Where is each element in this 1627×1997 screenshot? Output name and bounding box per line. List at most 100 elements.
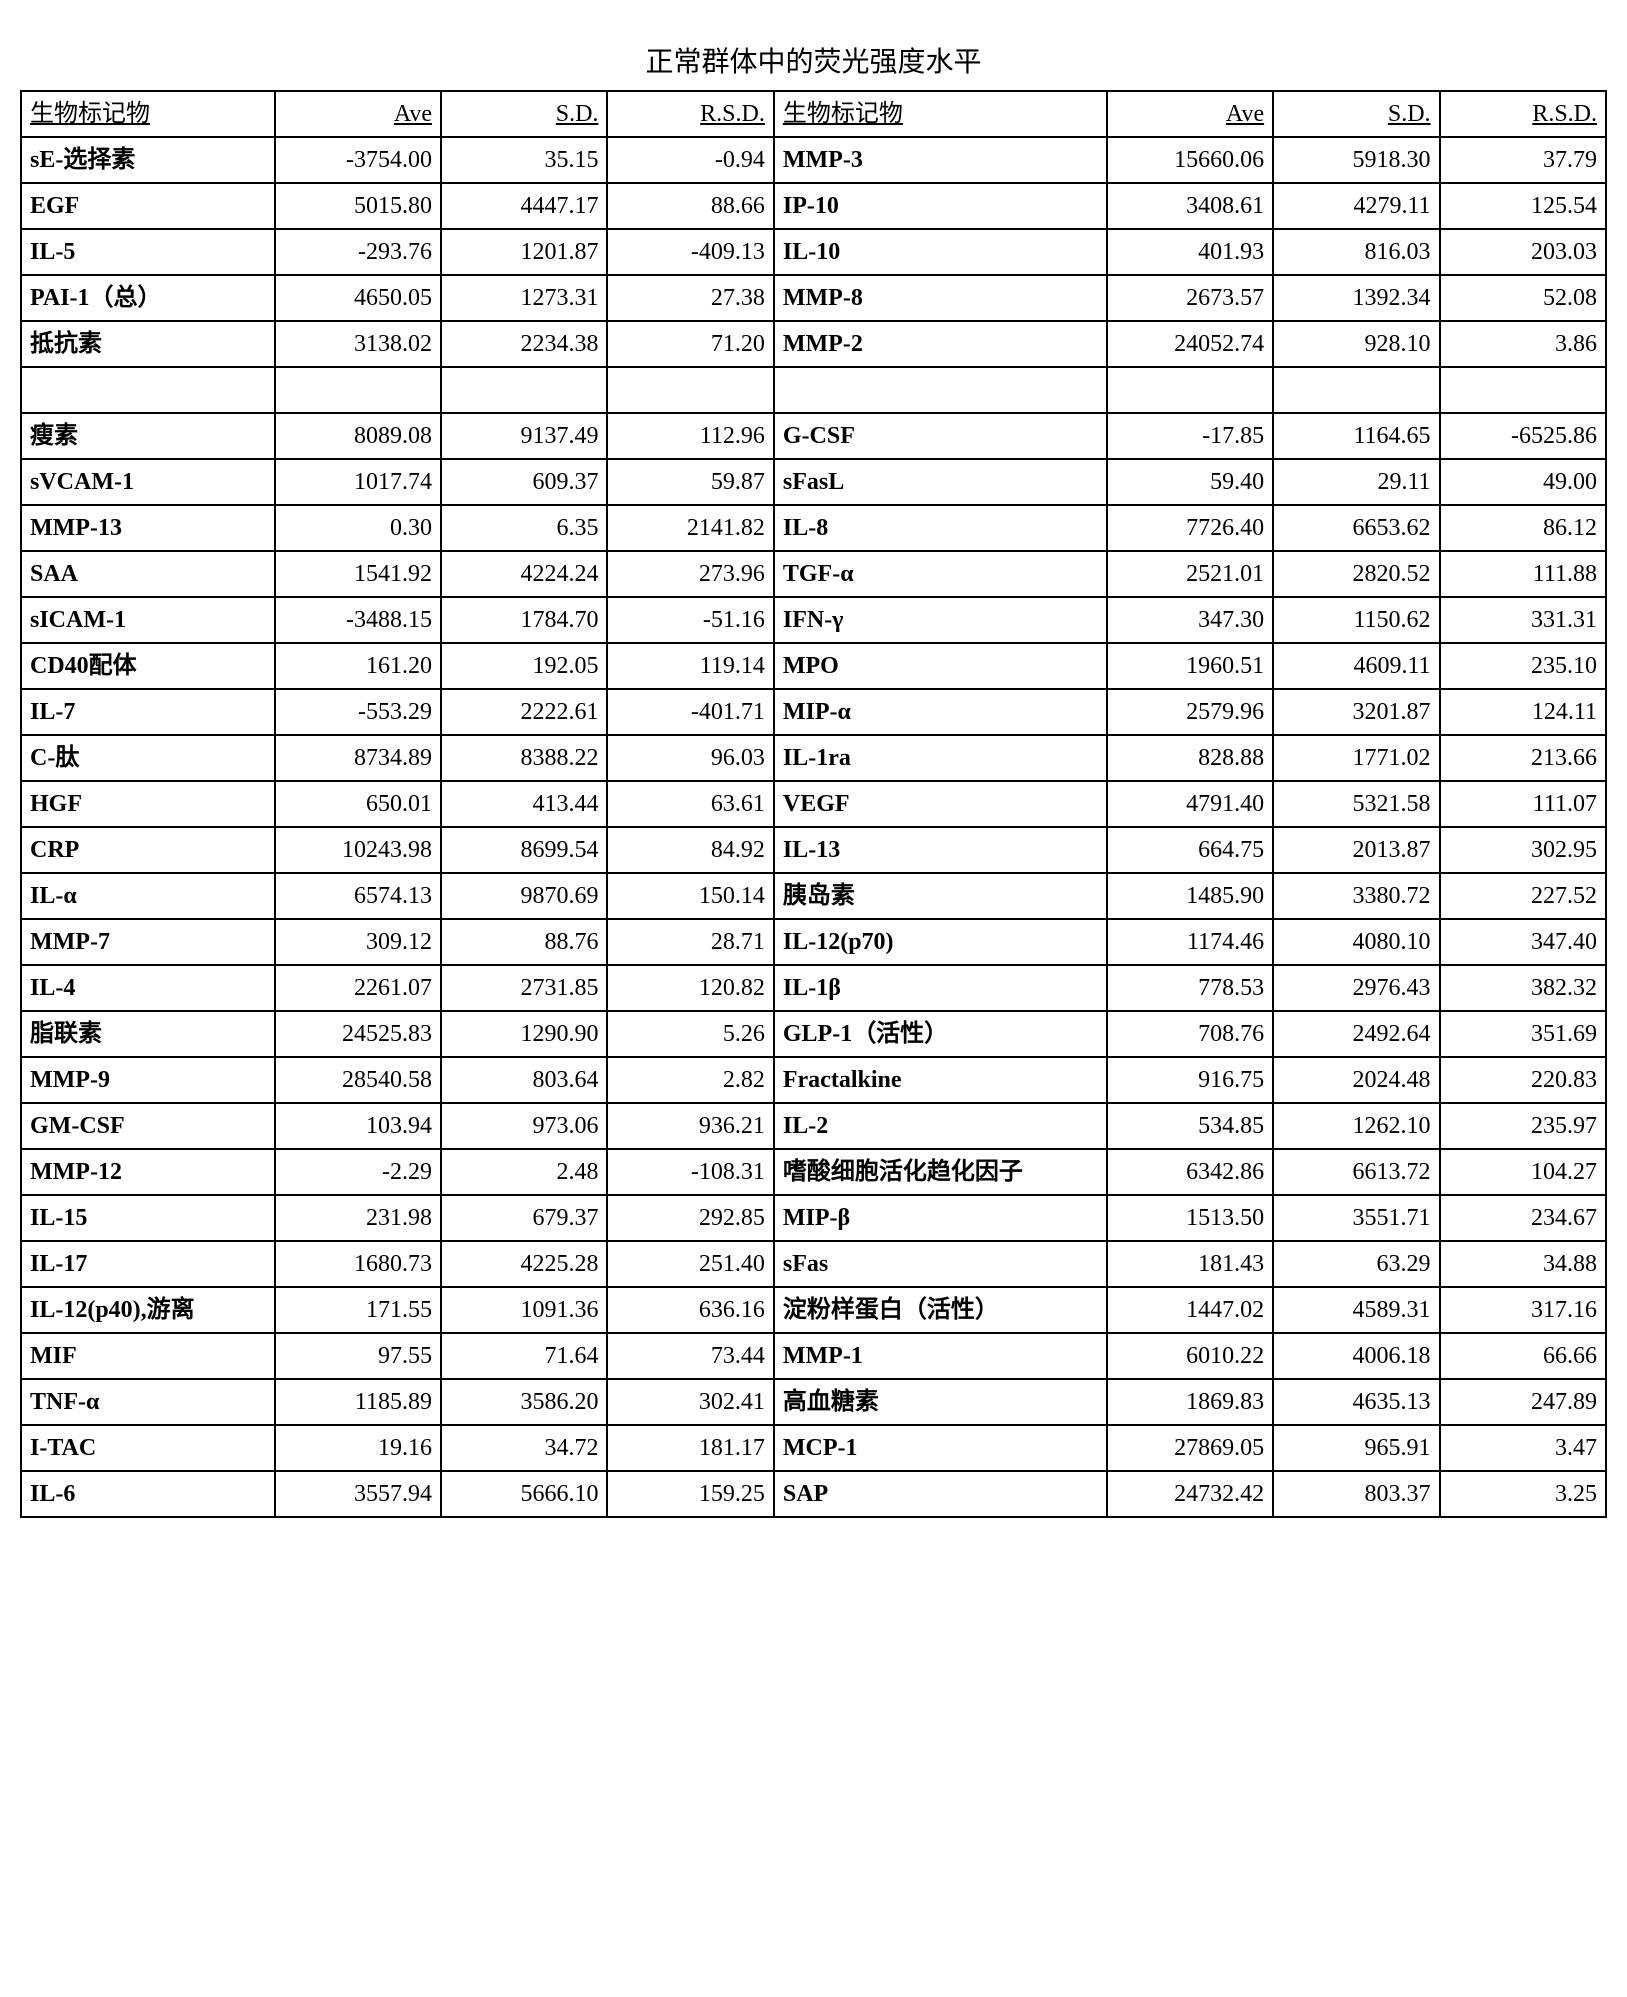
sd-1: 192.05	[441, 643, 607, 689]
sd-1: 8699.54	[441, 827, 607, 873]
sd-2: 2492.64	[1273, 1011, 1439, 1057]
rsd-1: 936.21	[607, 1103, 773, 1149]
ave-2: 778.53	[1107, 965, 1273, 1011]
rsd-1: 27.38	[607, 275, 773, 321]
ave-2: -17.85	[1107, 413, 1273, 459]
biomarker-1: IL-6	[21, 1471, 275, 1517]
ave-2: 1174.46	[1107, 919, 1273, 965]
sd-1: 1091.36	[441, 1287, 607, 1333]
rsd-2: 331.31	[1440, 597, 1606, 643]
blank-cell	[607, 367, 773, 413]
rsd-1: 5.26	[607, 1011, 773, 1057]
sd-1: 679.37	[441, 1195, 607, 1241]
rsd-2: 227.52	[1440, 873, 1606, 919]
sd-2: 29.11	[1273, 459, 1439, 505]
table-row: SAA1541.924224.24273.96TGF-α2521.012820.…	[21, 551, 1606, 597]
table-row: 抵抗素3138.022234.3871.20MMP-224052.74928.1…	[21, 321, 1606, 367]
biomarker-1: HGF	[21, 781, 275, 827]
biomarker-2: GLP-1（活性）	[774, 1011, 1107, 1057]
biomarker-2: IL-12(p70)	[774, 919, 1107, 965]
ave-2: 401.93	[1107, 229, 1273, 275]
sd-1: 609.37	[441, 459, 607, 505]
sd-2: 6613.72	[1273, 1149, 1439, 1195]
biomarker-1: IL-α	[21, 873, 275, 919]
biomarker-1: SAA	[21, 551, 275, 597]
rsd-1: -0.94	[607, 137, 773, 183]
biomarker-2: MMP-1	[774, 1333, 1107, 1379]
sd-2: 2820.52	[1273, 551, 1439, 597]
ave-1: -3488.15	[275, 597, 441, 643]
biomarker-1: IL-12(p40),游离	[21, 1287, 275, 1333]
sd-1: 803.64	[441, 1057, 607, 1103]
biomarker-1: MIF	[21, 1333, 275, 1379]
rsd-2: 49.00	[1440, 459, 1606, 505]
table-row: MMP-130.306.352141.82IL-87726.406653.628…	[21, 505, 1606, 551]
sd-1: 2731.85	[441, 965, 607, 1011]
sd-2: 928.10	[1273, 321, 1439, 367]
biomarker-1: C-肽	[21, 735, 275, 781]
ave-1: 309.12	[275, 919, 441, 965]
ave-1: 1541.92	[275, 551, 441, 597]
rsd-2: 86.12	[1440, 505, 1606, 551]
sd-1: 34.72	[441, 1425, 607, 1471]
ave-1: 97.55	[275, 1333, 441, 1379]
biomarker-2: IL-2	[774, 1103, 1107, 1149]
ave-2: 2521.01	[1107, 551, 1273, 597]
rsd-1: 63.61	[607, 781, 773, 827]
ave-1: 650.01	[275, 781, 441, 827]
col-biomarker-1: 生物标记物	[21, 91, 275, 137]
blank-cell	[1107, 367, 1273, 413]
ave-1: 171.55	[275, 1287, 441, 1333]
sd-2: 4635.13	[1273, 1379, 1439, 1425]
ave-2: 347.30	[1107, 597, 1273, 643]
rsd-1: 28.71	[607, 919, 773, 965]
rsd-1: 2141.82	[607, 505, 773, 551]
rsd-2: 382.32	[1440, 965, 1606, 1011]
rsd-2: 317.16	[1440, 1287, 1606, 1333]
ave-2: 3408.61	[1107, 183, 1273, 229]
biomarker-1: IL-7	[21, 689, 275, 735]
table-row: sICAM-1-3488.151784.70-51.16IFN-γ347.301…	[21, 597, 1606, 643]
blank-cell	[1440, 367, 1606, 413]
ave-2: 664.75	[1107, 827, 1273, 873]
biomarker-1: TNF-α	[21, 1379, 275, 1425]
sd-1: 1290.90	[441, 1011, 607, 1057]
ave-1: -3754.00	[275, 137, 441, 183]
sd-2: 5321.58	[1273, 781, 1439, 827]
sd-2: 3551.71	[1273, 1195, 1439, 1241]
ave-1: 3557.94	[275, 1471, 441, 1517]
sd-1: 4447.17	[441, 183, 607, 229]
biomarker-1: I-TAC	[21, 1425, 275, 1471]
rsd-2: 247.89	[1440, 1379, 1606, 1425]
biomarker-1: sICAM-1	[21, 597, 275, 643]
biomarker-1: IL-17	[21, 1241, 275, 1287]
biomarker-1: 脂联素	[21, 1011, 275, 1057]
sd-2: 63.29	[1273, 1241, 1439, 1287]
biomarker-2: MMP-2	[774, 321, 1107, 367]
biomarker-2: IL-8	[774, 505, 1107, 551]
biomarker-1: 瘦素	[21, 413, 275, 459]
ave-2: 24732.42	[1107, 1471, 1273, 1517]
blank-cell	[275, 367, 441, 413]
rsd-2: 3.86	[1440, 321, 1606, 367]
sd-1: 88.76	[441, 919, 607, 965]
rsd-2: 347.40	[1440, 919, 1606, 965]
ave-2: 1447.02	[1107, 1287, 1273, 1333]
ave-1: 19.16	[275, 1425, 441, 1471]
sd-1: 973.06	[441, 1103, 607, 1149]
sd-1: 9137.49	[441, 413, 607, 459]
table-row: MMP-12-2.292.48-108.31嗜酸细胞活化趋化因子6342.866…	[21, 1149, 1606, 1195]
ave-1: 1680.73	[275, 1241, 441, 1287]
rsd-2: 111.07	[1440, 781, 1606, 827]
sd-1: 6.35	[441, 505, 607, 551]
rsd-2: 235.10	[1440, 643, 1606, 689]
rsd-1: 71.20	[607, 321, 773, 367]
biomarker-2: IL-1β	[774, 965, 1107, 1011]
sd-1: 413.44	[441, 781, 607, 827]
sd-2: 6653.62	[1273, 505, 1439, 551]
sd-2: 4589.31	[1273, 1287, 1439, 1333]
col-sd-1: S.D.	[441, 91, 607, 137]
blank-cell	[1273, 367, 1439, 413]
sd-1: 35.15	[441, 137, 607, 183]
sd-1: 5666.10	[441, 1471, 607, 1517]
